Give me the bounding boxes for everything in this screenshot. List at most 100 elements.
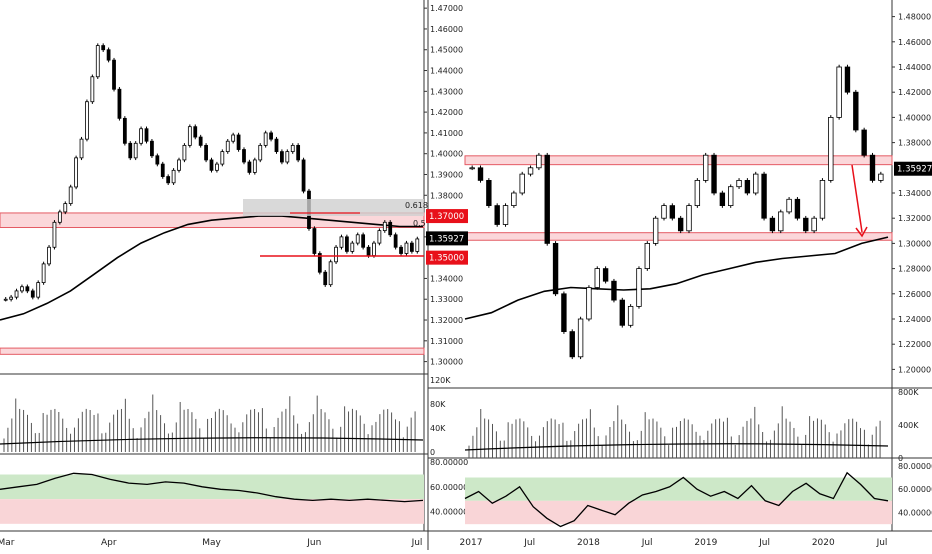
- left-rsi-tick-label: 60.00000: [430, 483, 468, 492]
- right-support-zone: [464, 232, 893, 241]
- left-volume-average-line: [0, 437, 424, 445]
- right-candle: [702, 154, 709, 181]
- left-candle: [372, 242, 376, 256]
- left-candle: [415, 238, 420, 252]
- left-candle: [36, 282, 41, 298]
- left-candle: [155, 155, 160, 165]
- left-price-tag-1350: 1.35000: [429, 254, 464, 264]
- left-candle: [252, 159, 257, 173]
- left-candle: [220, 151, 225, 165]
- right-candle: [761, 173, 767, 219]
- left-y-tick-label: 1.45000: [430, 46, 463, 55]
- left-candle: [47, 246, 51, 265]
- right-resistance-zone: [464, 155, 893, 166]
- left-candle: [334, 246, 338, 263]
- right-candle: [536, 154, 542, 169]
- left-candle: [198, 136, 203, 146]
- right-x-tick-label: 2019: [694, 538, 717, 548]
- right-candle: [644, 242, 651, 269]
- right-candle: [794, 198, 801, 219]
- right-rsi-line: [464, 471, 889, 528]
- left-candle: [388, 221, 393, 236]
- left-candle: [79, 138, 84, 159]
- left-candle: [377, 230, 382, 244]
- right-candle: [611, 280, 617, 301]
- left-candle: [258, 144, 263, 161]
- left-candle: [355, 234, 360, 244]
- right-candle: [819, 179, 826, 219]
- right-volume-tick-label: 800K: [898, 388, 919, 397]
- right-candle: [694, 179, 701, 206]
- right-rsi-tick-label: 80.00000: [898, 462, 932, 471]
- right-candle: [753, 173, 759, 194]
- left-candle: [14, 290, 19, 298]
- left-y-tick-label: 1.38000: [430, 191, 463, 200]
- left-y-tick-label: 1.43000: [430, 87, 463, 96]
- left-rsi-tick-label: 80.00000: [430, 458, 468, 467]
- right-y-tick-label: 1.48000: [898, 13, 931, 22]
- right-candle: [477, 167, 484, 181]
- right-candle: [744, 179, 751, 194]
- left-rsi-tick-label: 40.00000: [430, 508, 468, 517]
- left-candle: [317, 253, 322, 273]
- right-candle: [711, 154, 717, 194]
- right-candle: [861, 129, 867, 156]
- right-y-tick-label: 1.42000: [898, 88, 931, 97]
- left-candle: [160, 163, 165, 177]
- left-candle: [25, 286, 30, 292]
- left-candle: [247, 161, 252, 173]
- left-candle: [63, 203, 68, 213]
- left-volume-tick-label: 80K: [430, 400, 446, 409]
- left-candle: [193, 126, 198, 138]
- right-volume-tick-label: 400K: [898, 421, 919, 430]
- left-candle: [182, 144, 187, 161]
- left-x-tick-label: Jul: [411, 538, 423, 548]
- right-candle: [469, 167, 475, 170]
- left-candle: [399, 246, 403, 254]
- left-candle: [236, 134, 241, 150]
- right-candle: [719, 192, 726, 206]
- left-price-tag-1350-bg: [426, 250, 468, 265]
- left-candle: [128, 142, 133, 159]
- left-candle: [171, 169, 176, 184]
- left-price-tag-1370-bg: [426, 209, 468, 224]
- left-x-tick-label: May: [202, 538, 221, 548]
- left-candle: [409, 242, 414, 252]
- left-candle: [30, 290, 35, 298]
- left-y-tick-label: 1.42000: [430, 108, 463, 117]
- left-candle: [312, 228, 317, 254]
- left-volume-tick-label: 0: [430, 448, 435, 457]
- right-candle: [778, 211, 784, 232]
- left-candle: [177, 159, 181, 171]
- right-y-tick-label: 1.40000: [898, 113, 931, 122]
- right-x-tick-label: Jul: [523, 538, 535, 548]
- left-y-tick-label: 1.47000: [430, 4, 463, 13]
- left-support-zone: [0, 347, 425, 355]
- left-y-tick-label: 1.39000: [430, 170, 463, 179]
- left-y-tick-label: 1.30000: [430, 358, 463, 367]
- left-price-tag-1370: 1.37000: [429, 212, 464, 222]
- left-y-tick-label: 1.40000: [430, 150, 463, 159]
- right-candle: [878, 173, 884, 181]
- left-candle: [345, 236, 349, 252]
- right-y-tick-label: 1.34000: [898, 189, 931, 198]
- left-rsi-line: [0, 472, 424, 503]
- left-candle: [204, 144, 208, 161]
- right-y-tick-label: 1.30000: [898, 239, 931, 248]
- right-candle: [602, 268, 609, 282]
- left-fib-05-label: 0.5: [413, 219, 426, 228]
- right-candle: [486, 179, 492, 206]
- left-candle: [274, 138, 279, 153]
- right-price-tag-current-bg: [894, 161, 932, 176]
- left-price-tag-current: 1.35927: [429, 234, 464, 244]
- right-volume-average-line: [464, 443, 889, 451]
- right-candle: [619, 299, 625, 326]
- left-candle: [106, 49, 111, 61]
- right-candle: [853, 91, 859, 131]
- left-candle: [350, 242, 355, 252]
- left-candle: [187, 126, 192, 146]
- right-y-tick-label: 1.32000: [898, 214, 931, 223]
- right-candle: [519, 173, 525, 194]
